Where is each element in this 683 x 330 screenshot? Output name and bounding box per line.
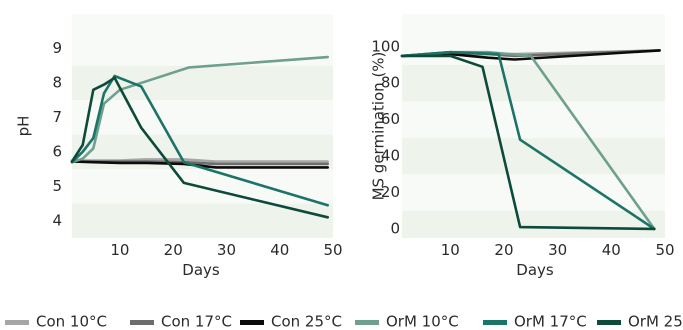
y-tick-label: 40 bbox=[381, 147, 400, 165]
ph-series-line bbox=[70, 74, 330, 207]
grid-band bbox=[72, 14, 333, 66]
germination-y-axis-label: MS germination (%) bbox=[370, 52, 388, 201]
grid-band bbox=[402, 101, 665, 138]
legend-label: OrM 25°C bbox=[628, 313, 683, 330]
legend-swatch bbox=[130, 320, 154, 325]
legend-label: Con 10°C bbox=[36, 313, 107, 330]
y-tick-label: 7 bbox=[52, 108, 62, 126]
legend-label: OrM 10°C bbox=[386, 313, 459, 330]
x-tick-label: 30 bbox=[217, 241, 236, 259]
ph-y-axis-label: pH bbox=[15, 116, 33, 137]
x-tick-label: 40 bbox=[270, 241, 289, 259]
ph-series-line bbox=[70, 76, 330, 219]
legend-swatch bbox=[483, 320, 507, 325]
y-tick-label: 4 bbox=[52, 211, 62, 229]
grid-band bbox=[402, 137, 665, 175]
ph-series-line bbox=[70, 55, 330, 164]
y-tick-label: 8 bbox=[52, 73, 62, 91]
x-tick-label: 10 bbox=[110, 241, 129, 259]
germination-series-line bbox=[400, 54, 656, 231]
grid-band bbox=[402, 210, 665, 238]
germination-chart: 0 20 40 60 80 100 10 20 30 40 50 MS germination (… bbox=[370, 14, 675, 279]
x-tick-label: 30 bbox=[548, 241, 567, 259]
legend-swatch bbox=[5, 320, 29, 325]
grid-band bbox=[402, 64, 665, 102]
y-tick-label: 5 bbox=[52, 177, 62, 195]
x-tick-label: 20 bbox=[494, 241, 513, 259]
grid-band bbox=[402, 174, 665, 211]
x-tick-label: 40 bbox=[602, 241, 621, 259]
legend-swatch bbox=[240, 320, 264, 325]
legend-swatch bbox=[597, 320, 621, 325]
y-tick-label: 6 bbox=[52, 142, 62, 160]
legend-label: Con 17°C bbox=[161, 313, 232, 330]
grid-band bbox=[72, 100, 333, 135]
legend-swatch bbox=[355, 320, 379, 325]
ph-chart: 4 5 6 7 8 9 10 20 30 40 50 pH Days bbox=[15, 14, 343, 279]
ph-series-line bbox=[70, 160, 330, 169]
y-tick-label: 80 bbox=[381, 74, 400, 92]
y-tick-label: 0 bbox=[390, 219, 400, 237]
y-tick-label: 20 bbox=[381, 183, 400, 201]
ph-x-axis-label: Days bbox=[182, 261, 220, 279]
legend: Con 10°C Con 17°C Con 25°C OrM 10°C OrM 17°C… bbox=[5, 313, 683, 330]
x-tick-label: 50 bbox=[323, 241, 342, 259]
y-tick-label: 60 bbox=[381, 110, 400, 128]
germination-x-axis-label: Days bbox=[516, 261, 554, 279]
y-tick-label: 9 bbox=[52, 39, 62, 57]
y-tick-label: 100 bbox=[371, 37, 400, 55]
x-tick-label: 20 bbox=[164, 241, 183, 259]
legend-label: Con 25°C bbox=[271, 313, 342, 330]
legend-label: OrM 17°C bbox=[514, 313, 587, 330]
germination-series-line bbox=[400, 50, 656, 231]
x-tick-label: 50 bbox=[655, 241, 674, 259]
x-tick-label: 10 bbox=[441, 241, 460, 259]
